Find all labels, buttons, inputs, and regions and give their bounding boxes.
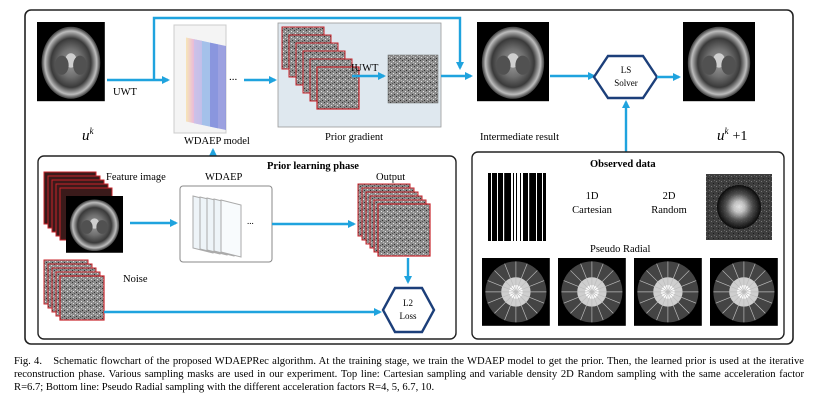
random-mask <box>706 174 772 240</box>
uwt-label: UWT <box>113 87 137 98</box>
intermediate-brain-image <box>477 22 549 102</box>
input-brain-image <box>37 22 105 102</box>
wdaep-ellipsis-bottom: ... <box>247 216 254 226</box>
prior-gradient-stack <box>281 26 360 110</box>
uk1-label: uk +1 <box>717 126 747 144</box>
l2-loss-hexagon <box>381 286 436 334</box>
ls-solver-label-1: LS <box>621 65 632 75</box>
uk-label: uk <box>82 126 95 144</box>
feature-image-stack <box>43 171 123 253</box>
random-label-1: 2D <box>663 191 676 202</box>
ls-solver-hexagon <box>592 54 659 100</box>
l2-loss-label-1: L2 <box>403 298 413 308</box>
ls-solver-label-2: Solver <box>614 78 638 88</box>
cartesian-label-1: 1D <box>586 191 599 202</box>
wdaep-model-stack <box>173 24 227 134</box>
noise-stack <box>43 259 105 321</box>
radial-mask-4 <box>709 257 779 327</box>
radial-mask-3 <box>633 257 703 327</box>
prior-gradient-result <box>387 54 439 104</box>
caption-text: Schematic flowchart of the proposed WDAE… <box>14 356 805 394</box>
wdaep-label: WDAEP <box>205 172 242 183</box>
radial-mask-1 <box>481 257 551 327</box>
cartesian-mask <box>488 173 546 241</box>
bypass-arrow <box>152 16 464 80</box>
pseudo-radial-label: Pseudo Radial <box>590 244 650 255</box>
l2-loss-label-2: Loss <box>399 311 417 321</box>
output-label: Output <box>376 172 405 183</box>
caption-label: Fig. 4. <box>14 356 42 367</box>
observed-data-title: Observed data <box>590 159 656 170</box>
wdaep-model-label: WDAEP model <box>184 136 250 147</box>
figure-caption: Fig. 4. Schematic flowchart of the propo… <box>14 355 804 395</box>
radial-mask-2 <box>557 257 627 327</box>
intermediate-result-label: Intermediate result <box>480 132 559 143</box>
cartesian-label-2: Cartesian <box>572 205 612 216</box>
prior-gradient-label: Prior gradient <box>325 132 383 143</box>
output-brain-image <box>683 22 755 102</box>
iuwt-label: IUWT <box>351 63 379 74</box>
output-stack <box>357 183 431 257</box>
noise-label: Noise <box>123 274 148 285</box>
feature-image-label: Feature image <box>106 172 166 183</box>
random-label-2: Random <box>651 205 687 216</box>
wdaep-ellipsis-top: ... <box>229 71 238 83</box>
prior-learning-title: Prior learning phase <box>267 161 359 172</box>
wdaep-network-layers <box>192 195 242 258</box>
